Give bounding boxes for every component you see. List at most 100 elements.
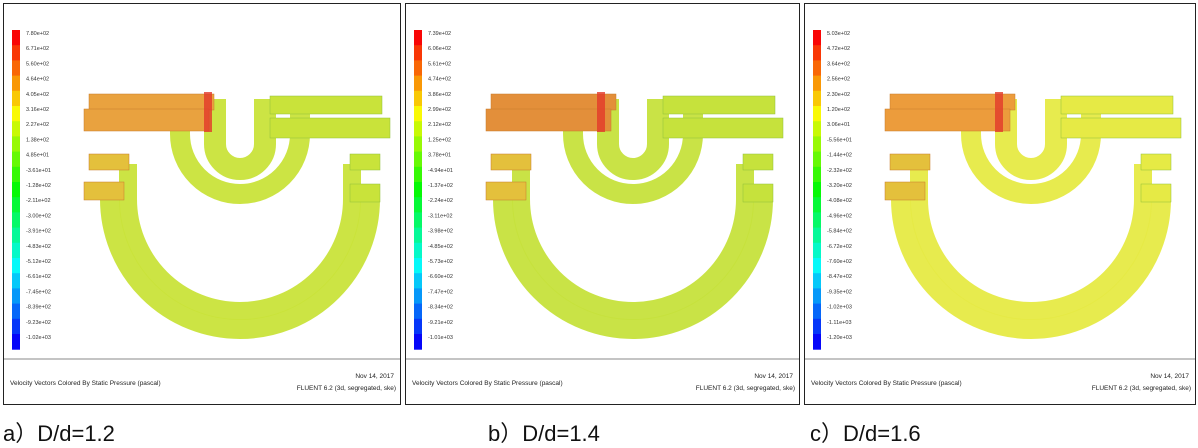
colorbar-label: -3.11e+02 bbox=[428, 213, 453, 219]
inlet-end bbox=[597, 92, 605, 132]
colorbar-swatch bbox=[12, 45, 20, 61]
colorbar-label: -5.84e+02 bbox=[827, 229, 852, 235]
colorbar-swatch bbox=[12, 303, 20, 320]
colorbar-label: -2.32e+02 bbox=[827, 168, 852, 174]
colorbar-swatch bbox=[12, 182, 20, 198]
colorbar-label: 2.27e+02 bbox=[26, 122, 49, 128]
colorbar-label: 1.20e+02 bbox=[827, 107, 850, 113]
colorbar-label: -9.35e+02 bbox=[827, 289, 852, 295]
colorbar-label: 3.64e+02 bbox=[827, 61, 850, 67]
outlet-pipe bbox=[1060, 117, 1182, 139]
colorbar-label: 7.80e+02 bbox=[26, 31, 49, 37]
footer-date: Nov 14, 2017 bbox=[355, 373, 394, 380]
colorbar-label: 3.06e+01 bbox=[827, 122, 850, 128]
geometry bbox=[83, 92, 391, 339]
colorbar-label: -6.60e+02 bbox=[428, 274, 453, 280]
colorbar-label: 5.03e+02 bbox=[827, 31, 850, 37]
colorbar-swatch bbox=[414, 45, 422, 61]
colorbar-swatch bbox=[12, 75, 20, 92]
colorbar-swatch bbox=[813, 90, 821, 107]
outlet-pipe bbox=[662, 95, 776, 115]
footer-solver: FLUENT 6.2 (3d, segregated, ske) bbox=[696, 385, 795, 392]
colorbar-swatch bbox=[414, 106, 422, 122]
colorbar-label: -1.37e+02 bbox=[428, 183, 453, 189]
colorbar-label: -4.08e+02 bbox=[827, 198, 852, 204]
cfd-panel: 5.03e+02 4.72e+02 3.64e+02 2.56e+02 2.30e+02… bbox=[804, 3, 1196, 405]
inlet-pipe bbox=[485, 108, 612, 132]
colorbar-label: 1.38e+02 bbox=[26, 137, 49, 143]
inlet-pipe bbox=[83, 108, 210, 132]
colorbar-swatch bbox=[414, 75, 422, 92]
colorbar-swatch bbox=[12, 30, 20, 46]
u-bend bbox=[512, 164, 754, 320]
colorbar-label: -3.00e+02 bbox=[26, 213, 51, 219]
colorbar-swatch bbox=[813, 227, 821, 244]
colorbar-swatch bbox=[414, 273, 422, 289]
colorbar-swatch bbox=[813, 75, 821, 92]
colorbar-swatch bbox=[414, 334, 422, 350]
colorbar-swatch bbox=[12, 212, 20, 229]
colorbar-swatch bbox=[414, 90, 422, 107]
colorbar-label: 4.74e+02 bbox=[428, 77, 451, 83]
colorbar-label: 5.61e+02 bbox=[428, 61, 451, 67]
colorbar-label: -2.24e+02 bbox=[428, 198, 453, 204]
colorbar-label: -4.94e+01 bbox=[428, 168, 453, 174]
colorbar-swatch bbox=[414, 242, 422, 259]
colorbar-swatch bbox=[414, 288, 422, 305]
colorbar-swatch bbox=[12, 166, 20, 183]
colorbar-label: -3.98e+02 bbox=[428, 229, 453, 235]
footer-date: Nov 14, 2017 bbox=[754, 373, 793, 380]
colorbar-label: 5.60e+02 bbox=[26, 61, 49, 67]
colorbar-swatch bbox=[414, 227, 422, 244]
inlet-pipe bbox=[884, 181, 926, 201]
colorbar-swatch bbox=[12, 90, 20, 107]
colorbar-swatch bbox=[414, 258, 422, 274]
colorbar-swatch bbox=[12, 273, 20, 289]
colorbar-label: -7.60e+02 bbox=[827, 259, 852, 265]
colorbar-label: -1.28e+02 bbox=[26, 183, 51, 189]
colorbar-swatch bbox=[813, 60, 821, 77]
inlet-end bbox=[995, 92, 1003, 132]
u-bend bbox=[204, 99, 276, 180]
geometry bbox=[884, 92, 1182, 339]
colorbar-label: -4.96e+02 bbox=[827, 213, 852, 219]
colorbar-swatch bbox=[414, 303, 422, 320]
colorbar-swatch bbox=[414, 151, 422, 168]
colorbar-label: 2.12e+02 bbox=[428, 122, 451, 128]
colorbar-label: -1.01e+03 bbox=[428, 335, 453, 341]
outlet-pipe bbox=[742, 183, 774, 203]
inlet-pipe bbox=[485, 181, 527, 201]
u-bend bbox=[119, 164, 361, 320]
colorbar-swatch bbox=[813, 182, 821, 198]
u-bend bbox=[170, 114, 310, 204]
u-bend bbox=[891, 189, 1171, 339]
colorbar-swatch bbox=[813, 334, 821, 350]
colorbar-swatch bbox=[12, 318, 20, 335]
inlet-pipe bbox=[889, 153, 931, 171]
colorbar-label: -6.61e+02 bbox=[26, 274, 51, 280]
panel-canvas: 5.03e+02 4.72e+02 3.64e+02 2.56e+02 2.30e+02… bbox=[805, 30, 1195, 392]
panel-caption: b）D/d=1.4 bbox=[488, 421, 600, 446]
outlet-pipe bbox=[1140, 153, 1172, 171]
colorbar-label: -5.12e+02 bbox=[26, 259, 51, 265]
colorbar-label: -4.85e+02 bbox=[428, 244, 453, 250]
colorbar-label: 4.72e+02 bbox=[827, 46, 850, 52]
colorbar-swatch bbox=[813, 166, 821, 183]
panel-caption: c）D/d=1.6 bbox=[810, 421, 921, 446]
panel-canvas: 7.80e+02 6.71e+02 5.60e+02 4.64e+02 4.05e+02… bbox=[4, 30, 400, 392]
cfd-panel: 7.39e+02 6.06e+02 5.61e+02 4.74e+02 3.86e+02… bbox=[405, 3, 800, 405]
colorbar-swatch bbox=[12, 106, 20, 122]
colorbar-swatch bbox=[813, 45, 821, 61]
colorbar-swatch bbox=[414, 60, 422, 77]
colorbar-label: -3.20e+02 bbox=[827, 183, 852, 189]
colorbar-swatch bbox=[12, 258, 20, 274]
colorbar-label: -1.02e+03 bbox=[827, 305, 852, 311]
footer-date: Nov 14, 2017 bbox=[1150, 373, 1189, 380]
colorbar-swatch bbox=[414, 30, 422, 46]
colorbar-label: -9.21e+02 bbox=[428, 320, 453, 326]
colorbar-label: -7.45e+02 bbox=[26, 289, 51, 295]
colorbar-swatch bbox=[414, 182, 422, 198]
colorbar-swatch bbox=[813, 106, 821, 122]
colorbar-label: 3.16e+02 bbox=[26, 107, 49, 113]
colorbar-swatch bbox=[12, 288, 20, 305]
